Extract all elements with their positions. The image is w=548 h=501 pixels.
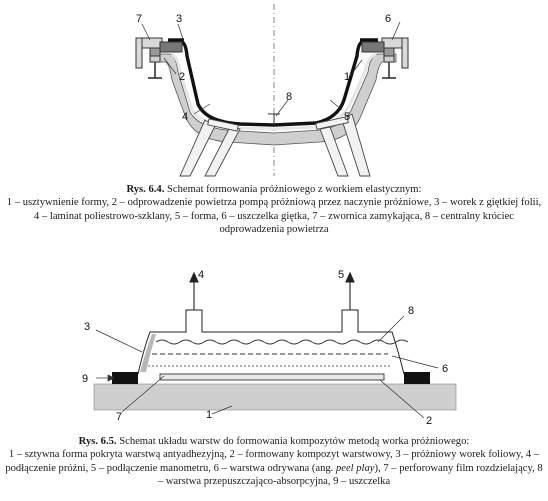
caption-legend-b: ), 7 – perforowany film rozdzielający, 8… <box>157 462 543 488</box>
vacuum-bag-outline <box>137 309 405 375</box>
caption-title: Schemat formowania próżniowego z workiem… <box>167 184 422 195</box>
callout-5: 5 <box>344 111 350 123</box>
callout-2: 2 <box>179 71 185 83</box>
caption-legend-italic: peel play <box>335 462 375 474</box>
caption-legend: 1 – usztywnienie formy, 2 – odprowadzeni… <box>6 197 542 236</box>
callout-3: 3 <box>84 321 90 333</box>
callout-6: 6 <box>442 363 448 375</box>
laminate-layer <box>171 52 377 131</box>
callout-8: 8 <box>286 91 292 103</box>
callout-leaders-fig1 <box>141 21 401 117</box>
figure-caption-6-5: Rys. 6.5. Schemat układu warstw do formo… <box>4 435 544 489</box>
manometer-arrow <box>345 271 355 310</box>
sealant-right <box>404 372 430 384</box>
breather-layer <box>155 339 409 345</box>
callout-2: 2 <box>426 415 432 427</box>
composite-laminate <box>159 373 385 381</box>
callout-8: 8 <box>408 305 414 317</box>
callout-1: 1 <box>344 71 350 83</box>
callout-4: 4 <box>182 111 188 123</box>
callout-6: 6 <box>385 13 391 25</box>
mould-supports <box>179 113 371 177</box>
flexible-film-bag <box>181 40 363 127</box>
clamp-left <box>135 37 183 79</box>
callout-7: 7 <box>136 13 142 25</box>
mould-shell <box>151 53 397 146</box>
rigid-mould <box>93 383 457 411</box>
figure-caption-6-4: Rys. 6.4. Schemat formowania próżniowego… <box>4 183 544 237</box>
bag-shading <box>140 334 156 372</box>
caption-title: Schemat układu warstw do formowania komp… <box>119 436 470 447</box>
support-crossbars <box>207 116 349 132</box>
vacuum-bag-layers-diagram: 1 2 3 4 5 6 7 8 9 <box>82 269 457 427</box>
callout-3: 3 <box>176 13 182 25</box>
callout-5: 5 <box>338 269 344 281</box>
vacuum-forming-diagram: 1 2 3 4 5 6 7 8 <box>135 4 409 177</box>
callout-1: 1 <box>206 409 212 421</box>
sealant-left <box>112 372 138 384</box>
caption-legend-a: 1 – sztywna forma pokryta warstwą antyad… <box>5 449 540 474</box>
central-vent-tube <box>268 113 280 126</box>
callout-leaders-fig2 <box>95 315 439 419</box>
caption-label: Rys. 6.4. <box>126 184 165 195</box>
callout-7: 7 <box>116 411 122 423</box>
caption-label: Rys. 6.5. <box>78 436 117 447</box>
clamp-right <box>361 37 409 79</box>
callout-9: 9 <box>82 373 88 385</box>
callout-4: 4 <box>198 269 204 281</box>
vacuum-arrow <box>189 271 199 310</box>
